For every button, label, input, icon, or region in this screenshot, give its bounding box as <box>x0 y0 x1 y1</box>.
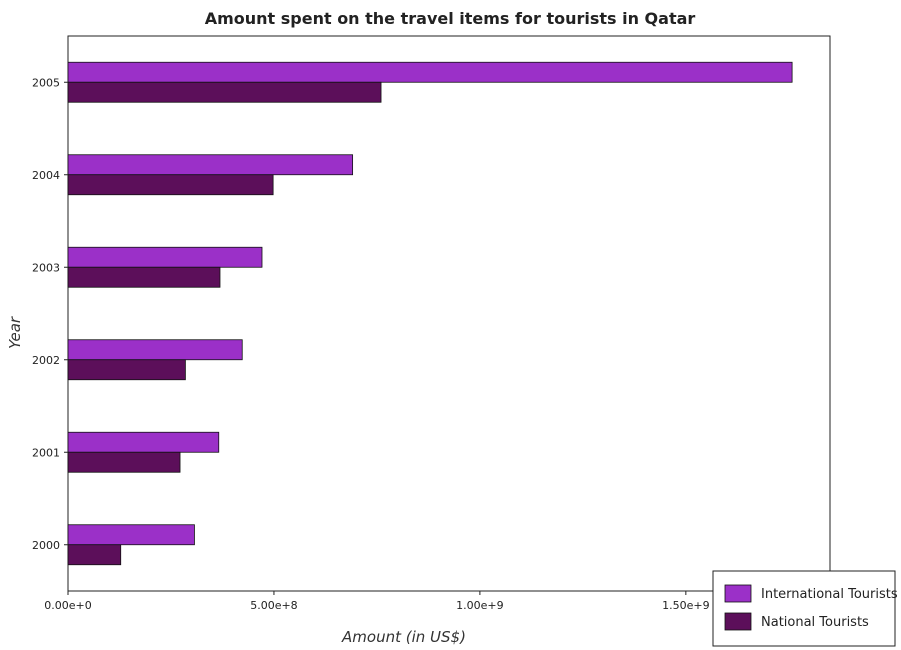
plot-area <box>67 35 831 592</box>
plot-frame <box>67 35 831 592</box>
y-tick-label: 2000 <box>32 539 60 552</box>
y-tick-label: 2001 <box>32 446 60 459</box>
bar-national-tourists-2003 <box>67 266 221 288</box>
bar-international-tourists-2001 <box>67 431 220 453</box>
chart-title: Amount spent on the travel items for tou… <box>205 9 696 28</box>
legend-swatch <box>724 584 752 603</box>
x-tick-label: 1.50e+9 <box>662 599 709 612</box>
y-tick-label: 2005 <box>32 76 60 89</box>
y-tick-label: 2004 <box>32 169 60 182</box>
bar-international-tourists-2000 <box>67 524 195 546</box>
bar-national-tourists-2005 <box>67 81 382 103</box>
x-tick-labels: 0.00e+0 5.00e+8 1.00e+9 1.50e+9 <box>44 591 710 612</box>
legend-box <box>712 570 896 647</box>
bar-national-tourists-2002 <box>67 359 186 381</box>
bar-international-tourists-2003 <box>67 246 263 268</box>
bar-international-tourists-2004 <box>67 154 354 176</box>
bar-national-tourists-2004 <box>67 174 274 196</box>
x-tick-label: 0.00e+0 <box>44 599 91 612</box>
legend-swatch <box>724 612 752 631</box>
y-tick-label: 2003 <box>32 261 60 274</box>
legend-label: National Tourists <box>761 615 869 630</box>
x-tick-label: 1.00e+9 <box>456 599 503 612</box>
y-tick-label: 2002 <box>32 354 60 367</box>
y-tick-labels: 2000 2001 2002 2003 2004 2005 <box>32 76 68 552</box>
bar-international-tourists-2005 <box>67 61 793 83</box>
x-tick-label: 5.00e+8 <box>250 599 297 612</box>
legend: International Tourists National Tourists <box>712 570 898 647</box>
bar-national-tourists-2000 <box>67 544 122 566</box>
y-axis-label: Year <box>6 316 24 349</box>
bar-national-tourists-2001 <box>67 451 181 473</box>
x-axis-label: Amount (in US$) <box>341 628 466 646</box>
legend-label: International Tourists <box>761 587 898 602</box>
bar-international-tourists-2002 <box>67 339 243 361</box>
